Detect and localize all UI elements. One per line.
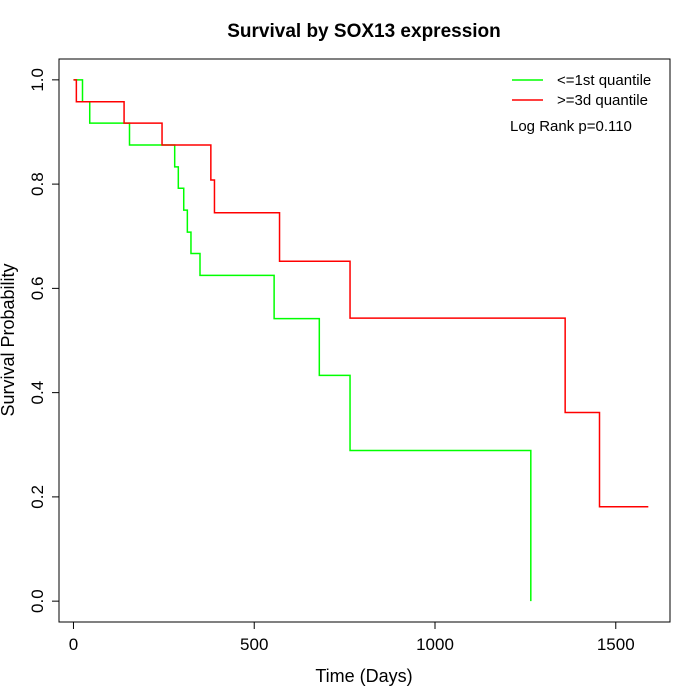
series-layer	[73, 79, 649, 602]
y-tick-label: 0.4	[28, 381, 47, 405]
log-rank-annotation: Log Rank p=0.110	[510, 118, 632, 135]
y-tick-label: 0.8	[28, 172, 47, 196]
y-tick-label: 0.0	[28, 589, 47, 613]
y-axis-label: Survival Probability	[0, 263, 18, 416]
x-tick-label: 0	[69, 635, 78, 654]
chart-title: Survival by SOX13 expression	[227, 21, 501, 42]
x-tick-label: 500	[240, 635, 268, 654]
series-line-2	[73, 79, 649, 508]
legend-label-2: >=3d quantile	[557, 92, 648, 109]
plot-frame	[58, 58, 671, 623]
legend-label-1: <=1st quantile	[557, 72, 651, 89]
series-line-1	[73, 79, 532, 602]
legend: <=1st quantile >=3d quantile	[512, 72, 651, 109]
y-axis: 0.0 0.2 0.4 0.6 0.8 1.0	[28, 68, 60, 613]
x-tick-label: 1000	[416, 635, 454, 654]
x-tick-label: 1500	[597, 635, 635, 654]
y-tick-label: 0.2	[28, 485, 47, 509]
x-axis: 0 500 1000 1500	[69, 621, 635, 654]
y-tick-label: 1.0	[28, 68, 47, 92]
x-axis-label: Time (Days)	[315, 666, 412, 686]
y-tick-label: 0.6	[28, 277, 47, 301]
